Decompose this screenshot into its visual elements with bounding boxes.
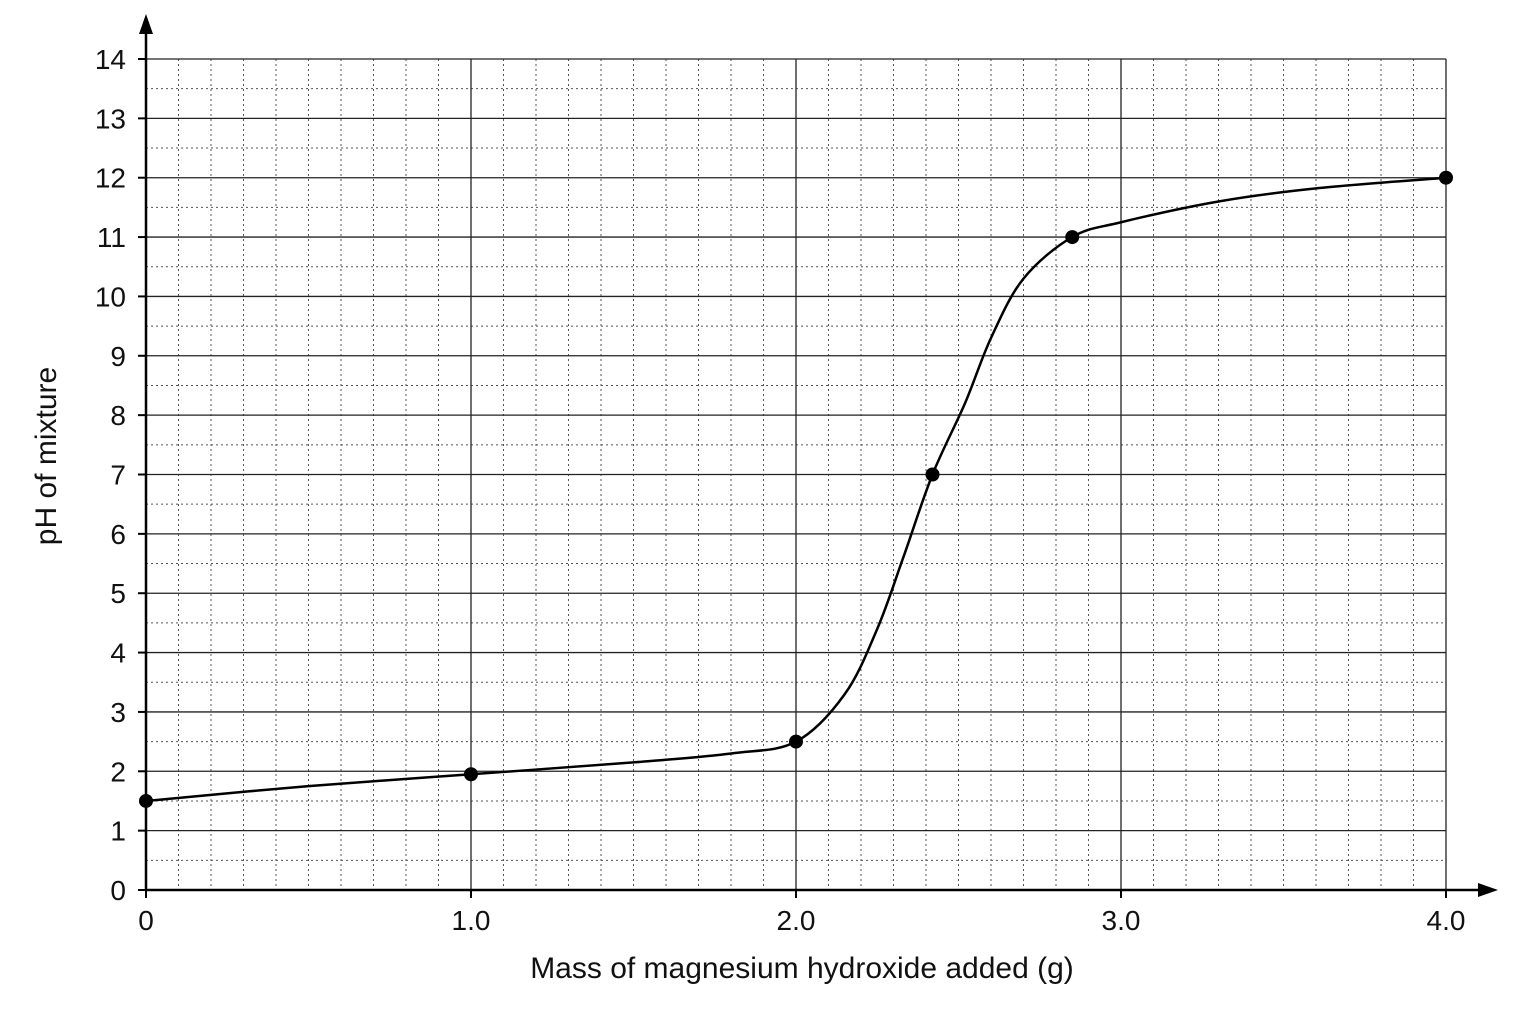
y-axis-arrow: [139, 14, 153, 34]
ph-curve-line: [145, 176, 1447, 803]
series-ph-curve: [145, 176, 1447, 803]
y-tick-label: 0: [110, 875, 126, 906]
x-axis-arrow: [1478, 883, 1498, 897]
x-tick-label: 4.0: [1427, 905, 1466, 936]
data-point-marker: [139, 793, 153, 808]
x-tick-label: 3.0: [1102, 905, 1141, 936]
data-points: [139, 170, 1453, 808]
y-axis-title: pH of mixture: [30, 367, 63, 545]
y-tick-label: 10: [95, 281, 126, 312]
data-point-marker: [789, 734, 803, 749]
y-tick-label: 7: [110, 460, 126, 491]
major-grid: [146, 58, 1447, 890]
data-point-marker: [464, 767, 478, 782]
y-tick-label: 14: [95, 44, 126, 75]
x-axis-title: Mass of magnesium hydroxide added (g): [530, 952, 1074, 985]
data-point-marker: [925, 467, 940, 482]
x-tick-label: 1.0: [452, 905, 491, 936]
x-tick-label: 2.0: [777, 905, 816, 936]
x-tick-label: 0: [138, 905, 154, 936]
y-tick-label: 11: [97, 222, 126, 253]
y-tick-label: 2: [110, 756, 126, 787]
y-tick-label: 9: [110, 341, 126, 372]
y-tick-label: 13: [95, 103, 126, 134]
y-tick-label: 1: [110, 816, 126, 847]
axes: [139, 14, 1498, 897]
x-tick-labels: 0 1.0 2.0 3.0 4.0: [138, 890, 1465, 936]
y-tick-label: 6: [110, 519, 126, 550]
y-tick-label: 4: [110, 638, 126, 669]
y-tick-label: 5: [110, 578, 126, 609]
data-point-marker: [1065, 230, 1080, 245]
data-point-marker: [1439, 170, 1453, 185]
y-tick-label: 8: [110, 400, 126, 431]
y-tick-label: 3: [110, 697, 126, 728]
y-tick-label: 12: [95, 163, 126, 194]
